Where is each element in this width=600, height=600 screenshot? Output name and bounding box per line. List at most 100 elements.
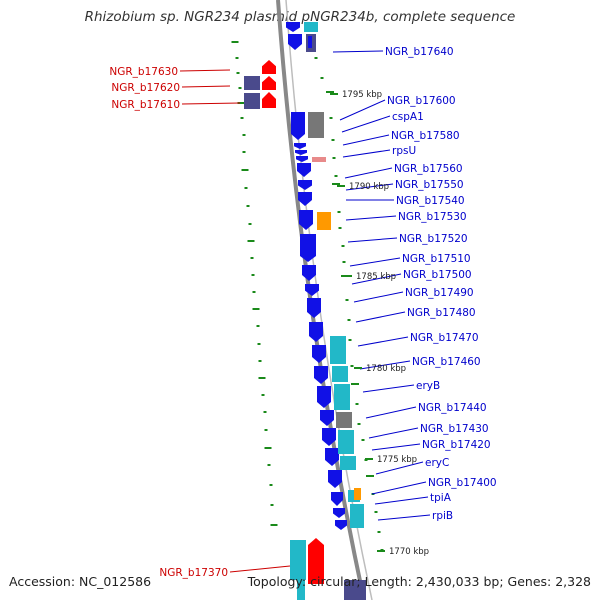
map-title: Rhizobium sp. NGR234 plasmid pNGR234b, c… (84, 9, 516, 25)
scale-label: 1775 kbp (377, 455, 417, 465)
reverse-gene-arrow (262, 92, 276, 108)
cds-block (290, 540, 306, 580)
gene-features (244, 22, 366, 600)
gene-label-forward: NGR_b17430 (420, 423, 489, 435)
scale-label: 1785 kbp (356, 272, 396, 282)
label-leader-line (377, 514, 431, 521)
gene-label-forward: NGR_b17640 (385, 46, 454, 58)
cds-block (244, 93, 260, 109)
gene-label-forward: NGR_b17520 (399, 233, 468, 245)
cds-block (308, 112, 324, 138)
forward-gene-arrow (297, 163, 311, 177)
gene-label-forward: NGR_b17560 (394, 163, 463, 175)
label-leader-line (344, 167, 393, 179)
cds-block (332, 366, 348, 382)
forward-gene-arrow (335, 520, 347, 530)
label-leader-line (359, 360, 411, 370)
gene-label-forward: NGR_b17510 (402, 253, 471, 265)
gene-label-forward: NGR_b17550 (395, 179, 464, 191)
scale-label: 1795 kbp (342, 90, 382, 100)
cds-block (344, 580, 366, 600)
gene-labels: NGR_b17640 NGR_b17600 cspA1 NGR_b17580 rpsU N… (109, 46, 496, 579)
forward-gene-arrow (307, 298, 321, 318)
cds-block (336, 412, 352, 428)
label-leader-line (349, 257, 401, 267)
gene-label-forward: cspA1 (392, 111, 424, 123)
forward-gene-arrow (300, 234, 316, 262)
forward-gene-arrow (328, 470, 342, 488)
cds-block (338, 430, 354, 454)
cds-block (350, 504, 364, 528)
label-leader-line (339, 99, 386, 121)
gene-label-forward: NGR_b17500 (403, 269, 472, 281)
forward-gene-arrow (312, 345, 326, 363)
label-leader-line (374, 496, 429, 505)
label-leader-line (371, 481, 427, 495)
gene-label-forward: NGR_b17490 (405, 287, 474, 299)
label-leader-line (353, 291, 404, 303)
label-leader-line (362, 384, 415, 393)
gene-label-reverse: NGR_b17620 (111, 82, 180, 94)
label-leader-line (229, 565, 291, 573)
forward-gene-arrow (295, 150, 307, 155)
reverse-gene-arrow (262, 60, 276, 74)
label-leader-line (345, 215, 397, 221)
cds-block (312, 157, 326, 162)
scale-label: 1770 kbp (389, 547, 429, 557)
forward-gene-arrow (294, 143, 306, 149)
label-leader-line (371, 443, 421, 451)
forward-gene-arrow (314, 366, 328, 384)
tick-marks (231, 41, 384, 551)
gene-label-forward: NGR_b17440 (418, 402, 487, 414)
label-leader-line (179, 69, 231, 72)
gene-label-forward: NGR_b17600 (387, 95, 456, 107)
scale-label: 1790 kbp (349, 182, 389, 192)
label-leader-line (375, 461, 424, 475)
gene-label-forward: NGR_b17470 (410, 332, 479, 344)
label-leader-line (342, 149, 391, 158)
gene-label-reverse: NGR_b17630 (109, 66, 178, 78)
cds-block (304, 22, 318, 32)
accession-text: Accession: NC_012586 (9, 574, 152, 589)
scale-labels: 1795 kbp 1790 kbp 1785 kbp 1780 kbp 1775 kbp… (330, 90, 429, 557)
cds-block (340, 456, 356, 470)
forward-gene-arrow (333, 508, 345, 518)
label-leader-line (347, 237, 398, 243)
reverse-gene-arrow (308, 538, 324, 584)
gene-label-forward: NGR_b17460 (412, 356, 481, 368)
cds-block (244, 76, 260, 90)
label-leader-line (342, 134, 390, 146)
label-leader-line (332, 50, 384, 53)
gene-label-forward: NGR_b17400 (428, 477, 497, 489)
forward-gene-arrow (296, 156, 308, 162)
label-leader-line (181, 85, 231, 88)
forward-gene-arrow (320, 410, 334, 426)
label-leader-line (181, 102, 241, 105)
forward-gene-arrow (317, 386, 331, 408)
forward-gene-arrow (302, 265, 316, 281)
forward-gene-arrow (305, 284, 319, 296)
gene-label-forward: eryB (416, 380, 440, 392)
forward-gene-arrow (286, 22, 300, 32)
label-leader-line (365, 406, 417, 419)
cds-block (354, 488, 361, 500)
gene-label-forward: NGR_b17530 (398, 211, 467, 223)
forward-gene-arrow (331, 492, 343, 506)
gene-label-forward: eryC (425, 457, 449, 469)
label-leader-line (355, 311, 406, 323)
forward-gene-arrow (288, 34, 302, 50)
cds-block (334, 384, 350, 410)
forward-gene-arrow (291, 112, 305, 140)
scale-label: 1780 kbp (366, 364, 406, 374)
gene-label-forward: NGR_b17480 (407, 307, 476, 319)
label-leader-line (341, 115, 391, 133)
cds-block (330, 336, 346, 364)
gene-label-forward: rpiB (432, 510, 453, 522)
label-leader-line (351, 273, 402, 285)
label-leader-line (357, 336, 409, 347)
forward-gene-arrow (325, 448, 339, 466)
forward-gene-arrow (309, 322, 323, 342)
forward-gene-arrow (298, 192, 312, 206)
forward-gene-arrow (298, 180, 312, 190)
